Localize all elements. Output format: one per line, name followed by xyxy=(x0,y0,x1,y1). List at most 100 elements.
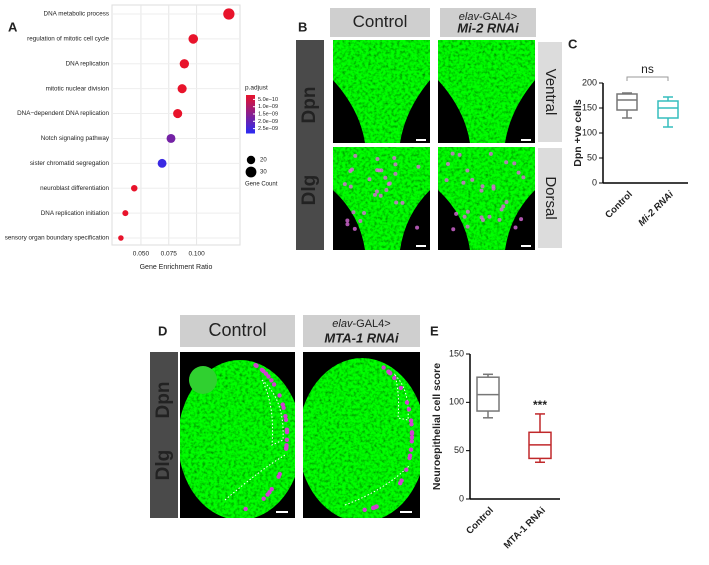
nucleus xyxy=(504,160,509,165)
y-axis-label: Neuroepithelial cell score xyxy=(431,363,443,490)
colorbar xyxy=(246,102,255,105)
nucleus xyxy=(398,385,404,391)
tissue xyxy=(333,40,430,143)
nucleus xyxy=(415,225,420,230)
colorbar xyxy=(246,127,255,130)
x-tick-label: 0.075 xyxy=(161,251,178,258)
nucleus xyxy=(269,486,274,492)
y-axis-label: Dpn +ve cells xyxy=(572,99,584,167)
nucleus xyxy=(372,192,377,197)
y-tick-label: 50 xyxy=(454,445,464,455)
nucleus xyxy=(416,164,421,169)
colorbar xyxy=(246,106,255,109)
colorbar xyxy=(246,100,255,104)
size-label: 20 xyxy=(260,158,267,164)
size-key xyxy=(246,155,256,165)
row-header: Ventral xyxy=(542,69,559,116)
nucleus xyxy=(393,171,398,176)
tissue xyxy=(333,147,430,250)
nucleus xyxy=(499,207,504,212)
nucleus xyxy=(378,193,383,198)
nucleus xyxy=(276,474,281,479)
y-tick-label: sensory organ boundary specification xyxy=(5,235,110,242)
x-tick-label: MTA-1 RNAi xyxy=(502,505,548,551)
nucleus xyxy=(465,224,470,229)
stain-bar xyxy=(296,40,324,250)
nucleus xyxy=(284,429,290,435)
y-tick-label: Notch signaling pathway xyxy=(41,135,110,142)
nucleus xyxy=(406,407,412,412)
colorbar xyxy=(246,114,255,117)
nucleus xyxy=(392,155,397,160)
colorbar-label: 1.5e−09 xyxy=(258,111,278,117)
dot xyxy=(166,134,176,143)
nucleus xyxy=(513,225,518,230)
y-tick-label: neuroblast differentiation xyxy=(40,185,109,192)
colorbar-label: 1.0e−09 xyxy=(258,104,278,110)
x-tick-label: Mi-2 RNAi xyxy=(636,189,676,229)
y-tick-label: mitotic nuclear division xyxy=(46,85,110,92)
nucleus xyxy=(351,210,356,215)
colorbar-label: 5.0e−10 xyxy=(258,97,278,103)
colorbar xyxy=(246,96,255,100)
colorbar xyxy=(246,131,255,134)
nucleus xyxy=(404,400,410,405)
nucleus xyxy=(445,162,450,167)
stain-bar xyxy=(150,352,178,518)
nucleus xyxy=(404,467,409,472)
nucleus xyxy=(480,184,485,189)
colorbar xyxy=(246,98,255,102)
nucleus xyxy=(462,214,467,219)
colorbar xyxy=(246,129,255,132)
column-header: Control xyxy=(208,320,266,340)
colorbar-label: 2.0e−09 xyxy=(258,119,278,125)
nucleus xyxy=(348,184,353,189)
colorbar xyxy=(246,121,255,124)
nucleus xyxy=(381,365,386,370)
nucleus xyxy=(350,167,355,172)
y-tick-label: 100 xyxy=(449,397,464,407)
nucleus xyxy=(480,218,485,223)
size-label: 30 xyxy=(260,170,267,176)
row-header: Dorsal xyxy=(542,176,559,219)
nucleus xyxy=(373,504,379,510)
legend-title: p.adjust xyxy=(245,85,268,92)
nucleus xyxy=(519,217,524,222)
nucleus xyxy=(367,177,372,182)
nucleus xyxy=(516,170,521,175)
nucleus xyxy=(263,371,269,376)
size-key xyxy=(245,166,257,178)
nucleus xyxy=(521,175,526,180)
panel-label: A xyxy=(8,19,18,34)
row-header-box xyxy=(538,42,562,142)
nucleus xyxy=(387,181,392,186)
nucleus xyxy=(383,175,388,180)
y-tick-label: DNA replication xyxy=(66,60,110,67)
genotype: elav-GAL4> xyxy=(332,318,390,330)
nucleus xyxy=(450,151,455,156)
colorbar xyxy=(246,104,255,107)
annotation: *** xyxy=(533,398,547,412)
nucleus xyxy=(461,180,466,185)
construct: -GAL4> xyxy=(479,11,517,23)
panel-label: E xyxy=(430,323,439,338)
nucleus xyxy=(375,157,380,162)
row-header-box xyxy=(538,148,562,248)
plot-area xyxy=(111,4,241,246)
nucleus xyxy=(454,211,459,216)
nucleus xyxy=(352,226,357,231)
nucleus xyxy=(283,413,288,419)
header-box xyxy=(330,8,430,37)
nucleus xyxy=(284,443,289,448)
outline xyxy=(224,379,286,501)
nucleus xyxy=(243,506,248,512)
bracket xyxy=(626,76,669,81)
legend-title: Gene Count xyxy=(245,182,278,188)
nucleus xyxy=(342,182,347,187)
nucleus xyxy=(345,218,350,223)
nucleus xyxy=(409,439,415,444)
driver: elav xyxy=(459,11,481,23)
nucleus xyxy=(444,178,449,183)
nucleus xyxy=(501,204,506,209)
nucleus xyxy=(277,393,282,398)
